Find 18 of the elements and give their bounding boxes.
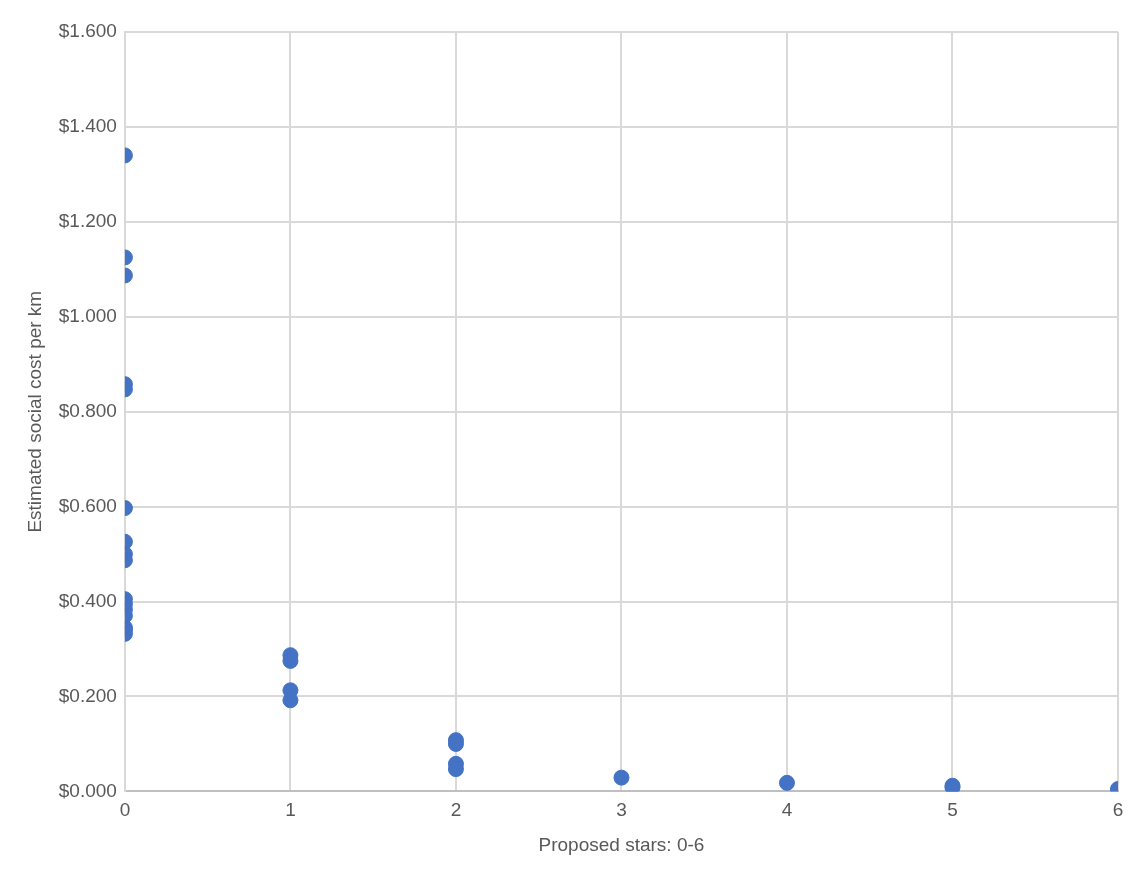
y-axis-title: Estimated social cost per km	[23, 290, 45, 533]
y-tick-label: $1.200	[58, 210, 117, 232]
y-tick-label: $0.800	[58, 399, 117, 421]
x-tick-label: 2	[450, 799, 462, 821]
x-axis-title: Proposed stars: 0-6	[538, 833, 705, 855]
y-tick-label: $1.400	[58, 115, 117, 137]
y-tick-label: $0.000	[58, 779, 117, 801]
y-tick-label: $1.000	[58, 305, 117, 327]
x-tick-label: 3	[616, 799, 627, 821]
x-tick-label: 0	[119, 799, 131, 821]
x-tick-label: 6	[1112, 799, 1124, 821]
y-tick-label: $1.600	[58, 20, 117, 42]
y-tick-label: $0.200	[58, 684, 117, 706]
x-tick-label: 5	[947, 799, 958, 821]
x-tick-label: 4	[781, 799, 793, 821]
x-tick-label: 1	[285, 799, 296, 821]
y-tick-label: $0.600	[58, 494, 117, 516]
y-tick-label: $0.400	[58, 589, 117, 611]
